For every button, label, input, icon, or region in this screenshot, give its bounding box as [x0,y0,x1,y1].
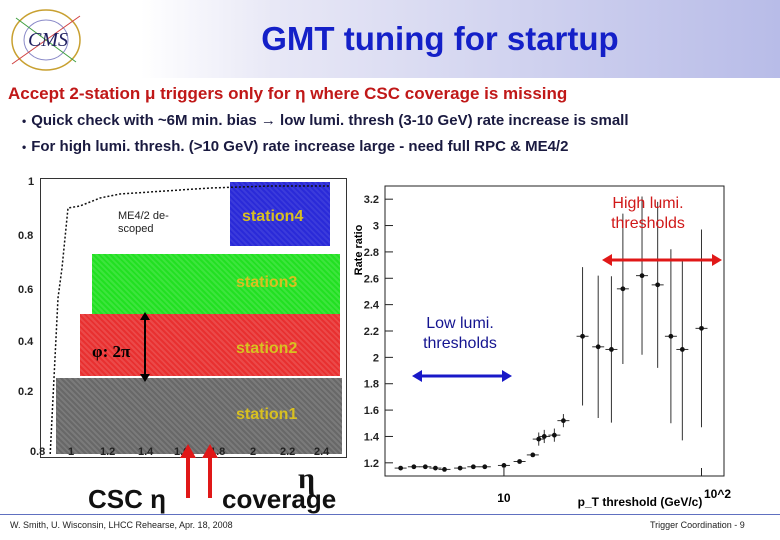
y-axis-label: Rate ratio [353,224,365,275]
x-axis-label: p_T threshold (GeV/c) [578,495,703,509]
low-lumi-arrow-head-icon [502,370,512,382]
me42-legend: ME4/2 de- scoped [118,210,169,236]
data-point [457,465,463,471]
page-title: GMT tuning for startup [261,20,619,57]
y-tick-label: 3.2 [364,194,379,206]
coverage-label: coverage [222,484,337,514]
cms-logo-icon: CMS [6,4,86,76]
bullet-text: For high lumi. thresh. (>10 GeV) rate in… [31,138,569,155]
y-tick-label: 0.2 [18,386,34,398]
y-tick-label: 1.4 [364,431,380,443]
station4-band [230,182,330,246]
data-point [411,464,417,470]
x-tick-label: 10 [497,491,511,505]
high-lumi-arrow-head-icon [602,254,612,266]
station4-label: station4 [242,208,304,225]
x-tick-label: 1.4 [138,446,154,458]
logo-text: CMS [28,29,68,51]
data-point [442,467,447,472]
data-point [536,436,542,442]
data-point [482,464,488,470]
data-point [398,465,404,471]
data-point [517,459,522,464]
eta-symbol: η [298,462,316,495]
station2-label: station2 [236,340,298,357]
x-tick-label: 10^2 [704,487,731,501]
data-point [668,333,674,339]
data-point [609,347,614,352]
title-bar [0,0,780,78]
data-point [699,325,704,331]
station1-label: station1 [236,406,298,423]
y-tick-label: 2.6 [364,273,379,285]
phi-label: φ: 2π [92,342,131,361]
high-lumi-arrow-head-icon [712,254,722,266]
x-tick-label: 2.4 [314,446,330,458]
station3-label: station3 [236,274,298,291]
bullet-dot-icon: • [22,140,27,154]
legend-me42: ME4/2 [118,210,150,222]
x-tick-label: 0.8 [30,446,46,458]
y-tick-label: 2 [373,352,379,364]
y-tick-label: 2.8 [364,247,379,259]
data-point [470,464,476,470]
low-lumi-arrow-head-icon [412,370,422,382]
high-lumi-label-line: High lumi. [612,195,683,212]
footer-credit: W. Smith, U. Wisconsin, LHCC Rehearse, A… [10,520,233,530]
y-tick-label: 0.8 [18,230,34,242]
y-tick-label: 3 [373,221,379,233]
station3-band [92,254,340,314]
data-point [422,464,428,470]
data-point [679,347,685,352]
footer-divider [0,514,780,515]
y-tick-label: 2.2 [364,326,379,338]
data-point [620,286,626,292]
bullet-item: • For high lumi. thresh. (>10 GeV) rate i… [22,138,568,155]
efficiency-curve [49,185,330,456]
data-point [501,463,507,468]
csc-label: CSC η [88,484,166,514]
x-tick-label: 1 [68,446,75,458]
y-tick-label: 1.6 [364,405,379,417]
x-tick-label: 2 [250,446,257,458]
station1-band [56,378,342,454]
bullet-text: Quick check with ~6M min. bias → low lum… [31,112,629,129]
y-tick-label: 0.6 [18,284,34,296]
bullet-item: • Quick check with ~6M min. bias → low lu… [22,112,629,129]
data-point [561,418,566,424]
data-point [541,434,547,439]
station2-band [80,314,340,376]
coverage-plot: ME4/2 de- scoped station4 station3 stati… [0,170,350,470]
y-tick-label: 1.8 [364,379,379,391]
bullet-dot-icon: • [22,114,27,128]
data-point [530,452,536,458]
data-point [433,465,438,471]
y-tick-label: 1 [28,176,35,188]
data-point [595,344,601,350]
y-tick-label: 0.4 [18,336,34,348]
y-tick-label: 1.2 [364,458,379,470]
footer-page: Trigger Coordination - 9 [650,520,745,530]
data-point [639,273,645,279]
data-point [655,282,661,288]
csc-arrow-icon [180,444,220,500]
legend-descoped: de- scoped [118,210,169,235]
low-lumi-label-line: Low lumi. [426,315,494,332]
high-lumi-label-line: thresholds [611,215,685,232]
data-point [580,333,585,339]
rate-ratio-chart: 3.2 3 2.8 2.6 2.4 2.2 2 1.8 1.6 1.4 1.2 10 10^2 Rate … [353,185,731,509]
data-point [551,432,557,438]
phi-arrow-icon [140,312,150,382]
x-tick-label: 2.2 [280,446,296,458]
headline: Accept 2-station μ triggers only for η w… [8,84,568,103]
y-tick-label: 2.4 [364,300,380,312]
low-lumi-label-line: thresholds [423,335,497,352]
x-tick-label: 1.2 [100,446,116,458]
